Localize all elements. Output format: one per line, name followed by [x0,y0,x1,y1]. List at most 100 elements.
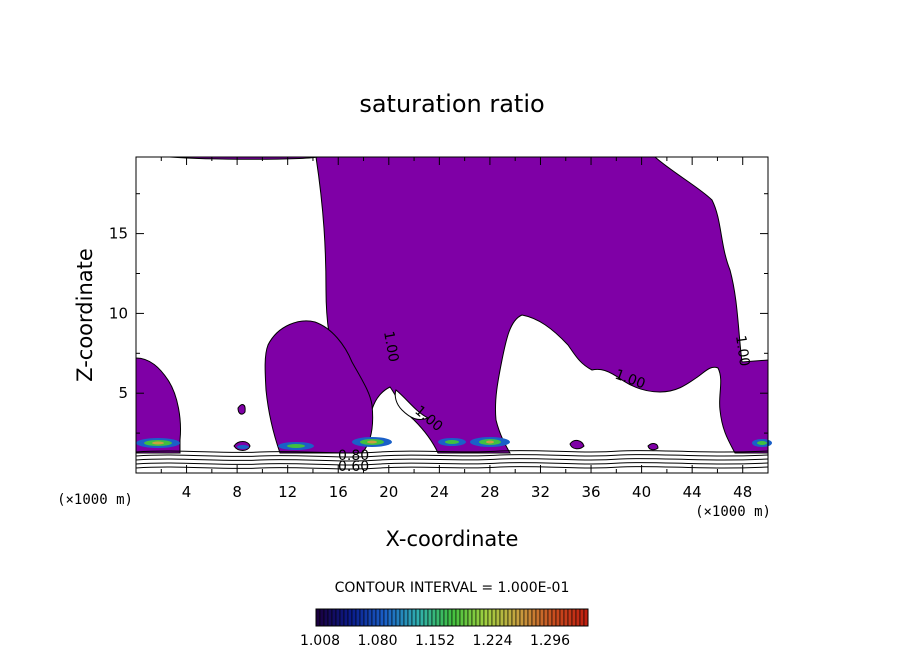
colorbar-swatch [407,608,413,627]
colorbar-swatch [527,608,533,627]
x-axis-label: X-coordinate [386,527,519,551]
colorbar-swatch [331,608,337,627]
colorbar-swatch [491,608,497,627]
colorbar-swatch [559,608,565,627]
saturated-blob-35km [569,439,585,450]
plot-area: 1.00 1.00 1.00 1.00 0.80 0.60 [135,156,772,475]
x-tick-label: 4 [182,483,192,501]
colorbar-swatch [519,608,525,627]
colorbar-swatch [367,608,373,627]
colorbar-swatch [415,608,421,627]
colorbar-swatch [575,608,581,627]
colorbar-swatch [355,608,361,627]
colorbar-swatch [427,608,433,627]
colorbar-swatch [323,608,329,627]
x-tick-label: 32 [531,483,550,501]
y-axis-label: Z-coordinate [73,248,97,382]
x-tick-label: 28 [480,483,499,501]
colorbar-swatch [383,608,389,627]
colorbar-swatch [487,608,493,627]
colorbar-swatch [375,608,381,627]
colorbar-swatch [419,608,425,627]
x-unit-left: (×1000 m) [57,492,133,508]
colorbar-frame [315,608,589,627]
colorbar-swatch [363,608,369,627]
x-unit-right: (×1000 m) [695,504,771,520]
colorbar-tick-label: 1.152 [415,633,455,649]
colorbar-swatch [563,608,569,627]
colorbar-swatch [499,608,505,627]
x-tick-label: 24 [430,483,449,501]
colorbar-swatch [555,608,561,627]
supersaturation-cells [136,437,772,450]
colorbar-swatch [423,608,429,627]
colorbar-swatch [547,608,553,627]
colorbar-swatch [347,608,353,627]
contour-interval-text: CONTOUR INTERVAL = 1.000E-01 [335,580,570,596]
colorbar-swatch [567,608,573,627]
colorbar-swatch [495,608,501,627]
colorbar-swatch [439,608,445,627]
colorbar-tick-label: 1.224 [472,633,512,649]
colorbar-swatch [579,608,585,627]
colorbar-swatch [507,608,513,627]
y-tick-label: 10 [109,304,128,322]
colorbar-swatch [511,608,517,627]
colorbar-swatch [451,608,457,627]
colorbar-swatch [571,608,577,627]
chart-title: saturation ratio [359,90,544,118]
y-tick-label: 5 [118,384,128,402]
saturated-region-plume [264,320,374,454]
colorbar-swatch [435,608,441,627]
colorbar-tick-label: 1.080 [357,633,397,649]
colorbar-swatch [371,608,377,627]
colorbar-swatch [379,608,385,627]
colorbar-swatch [551,608,557,627]
colorbar-swatch [315,608,321,627]
colorbar-swatch [351,608,357,627]
saturated-region-notch [394,389,430,421]
colorbar-swatch [483,608,489,627]
colorbar-swatch [531,608,537,627]
colorbar-swatch [399,608,405,627]
colorbar-swatch [543,608,549,627]
colorbar-swatch [411,608,417,627]
colorbar-swatch [319,608,325,627]
x-tick-label: 8 [232,483,242,501]
colorbar-swatch [467,608,473,627]
colorbar-swatch [539,608,545,627]
x-tick-label: 16 [329,483,348,501]
colorbar-swatch [359,608,365,627]
colorbar-swatch [339,608,345,627]
low-level-contours [135,450,769,470]
colorbar-swatch [343,608,349,627]
colorbar-swatch [395,608,401,627]
plot-frame [135,156,769,474]
x-tick-label: 40 [632,483,651,501]
colorbar-swatch [479,608,485,627]
colorbar-tick-label: 1.008 [300,633,340,649]
contour-label-6: 0.60 [338,459,369,475]
x-tick-label: 20 [379,483,398,501]
x-tick-label: 48 [733,483,752,501]
colorbar [315,608,589,627]
colorbar-swatch [431,608,437,627]
contour-label-4: 1.00 [732,334,752,367]
colorbar-swatch [459,608,465,627]
colorbar-swatch [387,608,393,627]
colorbar-swatch [463,608,469,627]
contour-label-5: 0.80 [338,448,369,464]
colorbar-labels: 1.008 1.080 1.152 1.224 1.296 [300,633,570,649]
x-axis-ticks: 4 8 12 16 20 24 28 32 36 40 44 48 [160,157,752,501]
y-tick-label: 15 [109,225,128,243]
x-tick-label: 44 [683,483,702,501]
contour-labels: 1.00 1.00 1.00 1.00 0.80 0.60 [338,330,752,475]
colorbar-tick-label: 1.296 [530,633,570,649]
colorbar-swatch [443,608,449,627]
colorbar-swatch [523,608,529,627]
x-tick-label: 36 [581,483,600,501]
colorbar-swatch [471,608,477,627]
colorbar-swatch [391,608,397,627]
x-tick-label: 12 [278,483,297,501]
